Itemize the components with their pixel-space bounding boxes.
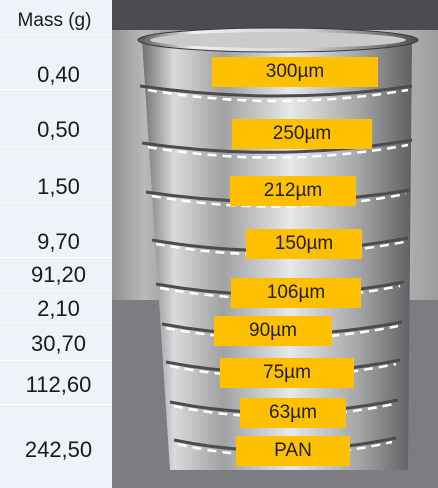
mass-value-63: 112,60 [25,372,92,397]
row-divider [0,360,150,361]
sieve-tag-63: 63µm [240,398,346,428]
mass-value-300: 0,40 [37,62,80,87]
sieve-tag-pan: PAN [236,436,350,466]
sieve-tag-250: 250µm [232,119,372,149]
row-divider [0,89,150,90]
mass-value-212: 1,50 [37,174,80,199]
row-divider [0,290,150,291]
mass-column: Mass (g) 0,40 0,50 1,50 9,70 91,20 2,10 … [0,0,150,488]
sieve-tag-150: 150µm [246,229,362,259]
row-divider [0,322,150,323]
sieve-tag-106: 106µm [231,278,361,308]
sieve-tag-90: 90µm [214,316,332,346]
row-divider [0,257,150,258]
mass-value-150: 9,70 [37,229,80,254]
row-divider [0,202,150,203]
row-divider [0,404,150,405]
row-divider [0,146,150,147]
mass-value-75: 30,70 [30,331,87,356]
mass-value-250: 0,50 [37,117,80,142]
mass-value-106: 91,20 [30,262,87,287]
sieve-tag-212: 212µm [230,176,356,206]
mass-value-pan: 242,50 [24,437,93,462]
mass-value-90: 2,10 [37,296,80,321]
row-divider [0,34,140,35]
sieve-tag-75: 75µm [220,358,354,388]
sieve-tag-300: 300µm [212,57,378,87]
mass-header: Mass (g) [17,10,92,31]
